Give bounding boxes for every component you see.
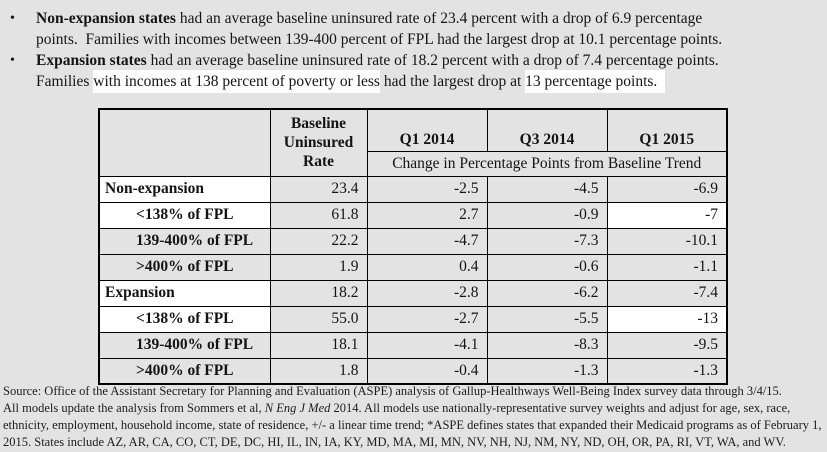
row-label: Non-expansion [98, 175, 271, 203]
bullet-text-line: points. Families with incomes between 13… [36, 29, 822, 50]
table-row: >400% of FPL 1.9 0.4 -0.6 -1.1 [98, 253, 728, 281]
value-cell: -1.3 [486, 357, 608, 385]
value-cell: -10.1 [606, 227, 728, 255]
text-segment: Non-expansion states [36, 10, 176, 27]
value-cell: 23.4 [269, 175, 368, 203]
row-label: Expansion [98, 279, 271, 307]
source-text: Source: Office of the Assistant Secretar… [3, 384, 782, 398]
corner-cell [98, 108, 271, 177]
row-label: <138% of FPL [98, 201, 271, 229]
source-line: Source: Office of the Assistant Secretar… [3, 383, 823, 400]
value-cell: 55.0 [269, 305, 368, 333]
table-row: Expansion 18.2 -2.8 -6.2 -7.4 [98, 279, 728, 307]
value-cell: -1.3 [606, 357, 728, 385]
value-cell: 0.4 [366, 253, 488, 281]
source-text: 2014. All models use nationally-represen… [330, 401, 791, 415]
value-cell: -7 [606, 201, 728, 229]
source-line: 2015. States include AZ, AR, CA, CO, CT,… [3, 434, 823, 451]
highlighted-text: 13 percentage points. [525, 70, 666, 93]
source-text: All models update the analysis from Somm… [3, 401, 265, 415]
text-segment: Expansion states [36, 52, 147, 69]
value-cell: 18.1 [269, 331, 368, 359]
text-segment: had an average baseline uninsured rate o… [175, 10, 703, 27]
bullet-icon: • [10, 11, 15, 26]
column-header-q1-2015: Q1 2015 [606, 108, 728, 152]
value-cell: -7.4 [606, 279, 728, 307]
row-label: >400% of FPL [98, 357, 271, 385]
source-text: ethnicity, employment, household income,… [3, 418, 822, 432]
value-cell: 22.2 [269, 227, 368, 255]
value-cell: -13 [606, 305, 728, 333]
table-row: 139-400% of FPL 18.1 -4.1 -8.3 -9.5 [98, 331, 728, 359]
value-cell: -0.9 [486, 201, 608, 229]
value-cell: -4.1 [366, 331, 488, 359]
table-row: >400% of FPL 1.8 -0.4 -1.3 -1.3 [98, 357, 728, 385]
bullet-text-line: Families with incomes at 138 percent of … [36, 70, 822, 93]
value-cell: -7.3 [486, 227, 608, 255]
row-label: 139-400% of FPL [98, 227, 271, 255]
value-cell: -2.7 [366, 305, 488, 333]
row-label: 139-400% of FPL [98, 331, 271, 359]
value-cell: 61.8 [269, 201, 368, 229]
text-segment: had the largest drop at [379, 73, 526, 90]
column-header-baseline: Baseline Uninsured Rate [269, 108, 368, 177]
value-cell: -2.5 [366, 175, 488, 203]
value-cell: -4.7 [366, 227, 488, 255]
source-line: All models update the analysis from Somm… [3, 400, 823, 417]
subheader-row: Change in Percentage Points from Baselin… [99, 150, 728, 177]
value-cell: 1.9 [269, 253, 368, 281]
bullet-text-line: Expansion states had an average baseline… [36, 50, 822, 71]
bullet-icon: • [10, 53, 15, 68]
source-note: Source: Office of the Assistant Secretar… [3, 383, 823, 451]
value-cell: -6.9 [606, 175, 728, 203]
bullet-item: • Expansion states had an average baselin… [10, 50, 822, 93]
value-cell: -6.2 [486, 279, 608, 307]
source-text: 2015. States include AZ, AR, CA, CO, CT,… [3, 435, 786, 449]
highlighted-text: with incomes at 138 percent of poverty o… [93, 70, 380, 93]
bullet-item: • Non-expansion states had an average bas… [10, 8, 822, 50]
header-row: Baseline Uninsured Rate Q1 2014 Q3 2014 … [98, 108, 728, 177]
value-cell: -4.5 [486, 175, 608, 203]
value-cell: -5.5 [486, 305, 608, 333]
value-cell: -9.5 [606, 331, 728, 359]
table-row: <138% of FPL 55.0 -2.7 -5.5 -13 [98, 305, 728, 333]
column-header-q1-2014: Q1 2014 [366, 108, 488, 152]
column-header-q3-2014: Q3 2014 [486, 108, 608, 152]
value-cell: -1.1 [606, 253, 728, 281]
value-cell: 1.8 [269, 357, 368, 385]
summary-bullets: • Non-expansion states had an average bas… [10, 8, 822, 93]
text-segment: Families [36, 73, 94, 90]
value-cell: -8.3 [486, 331, 608, 359]
value-cell: 18.2 [269, 279, 368, 307]
value-cell: -0.4 [366, 357, 488, 385]
journal-name: N Eng J Med [264, 401, 331, 415]
table-row: <138% of FPL 61.8 2.7 -0.9 -7 [98, 201, 728, 229]
text-segment: had an average baseline uninsured rate o… [146, 52, 719, 69]
subheader-label: Change in Percentage Points from Baselin… [366, 150, 728, 177]
source-line: ethnicity, employment, household income,… [3, 417, 823, 434]
bullet-text-line: Non-expansion states had an average base… [36, 8, 822, 29]
value-cell: -2.8 [366, 279, 488, 307]
results-table-container: Baseline Uninsured Rate Q1 2014 Q3 2014 … [98, 108, 728, 385]
row-label: <138% of FPL [98, 305, 271, 333]
table-row: Non-expansion 23.4 -2.5 -4.5 -6.9 [98, 175, 728, 203]
row-label: >400% of FPL [98, 253, 271, 281]
text-segment: points. Families with incomes between 13… [36, 31, 723, 48]
table-row: 139-400% of FPL 22.2 -4.7 -7.3 -10.1 [98, 227, 728, 255]
uninsured-rate-table: Baseline Uninsured Rate Q1 2014 Q3 2014 … [98, 108, 728, 385]
value-cell: -0.6 [486, 253, 608, 281]
value-cell: 2.7 [366, 201, 488, 229]
